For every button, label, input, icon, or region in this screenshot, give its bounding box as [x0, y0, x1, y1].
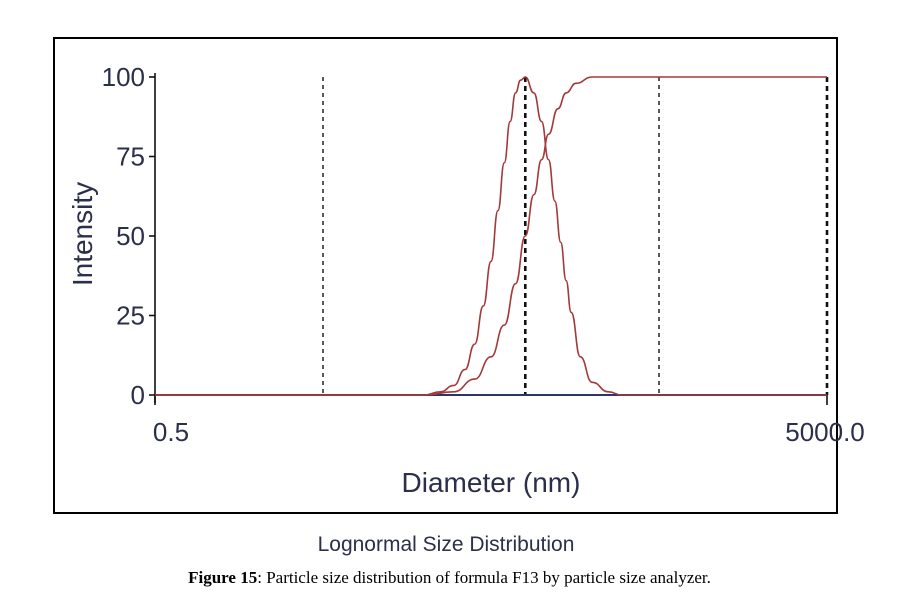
series-line-distribution: [154, 76, 827, 396]
x-tick-label-1: 5000.0: [785, 417, 865, 447]
y-tick-label-4: 100: [102, 62, 145, 92]
chart-frame: [53, 37, 838, 514]
y-tick-label-2: 50: [116, 221, 145, 251]
figure-caption-text: : Particle size distribution of formula …: [257, 568, 711, 587]
plot-area: 0 25 50 75 100 0.5 5000.0: [102, 62, 865, 447]
figure-caption-label: Figure 15: [188, 568, 258, 587]
y-tick-label-3: 75: [116, 142, 145, 172]
y-axis-label: Intensity: [67, 182, 98, 286]
x-axis-label: Diameter (nm): [402, 467, 581, 498]
chart-subtitle: Lognormal Size Distribution: [318, 533, 575, 556]
y-tick-label-1: 25: [116, 301, 145, 331]
x-tick-label-0: 0.5: [153, 417, 189, 447]
series-line-cumulative: [154, 76, 827, 396]
figure-caption: Figure 15: Particle size distribution of…: [0, 568, 899, 588]
y-tick-label-0: 0: [131, 380, 145, 410]
